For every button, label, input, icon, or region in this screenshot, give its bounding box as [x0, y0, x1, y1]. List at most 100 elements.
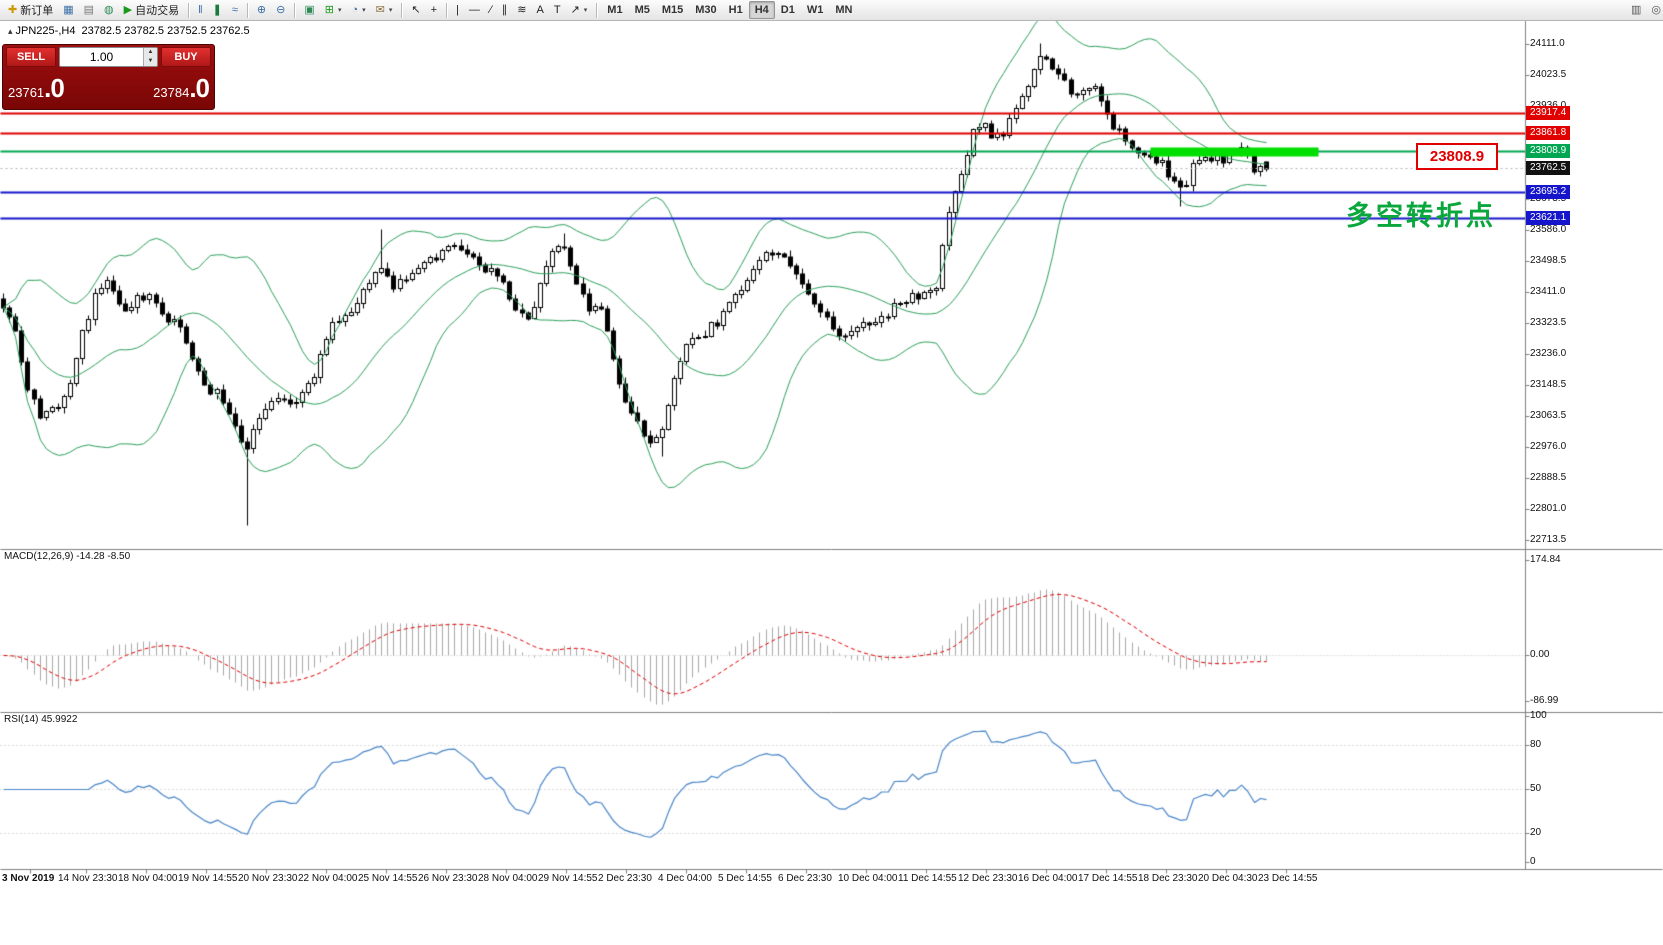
chart-area[interactable]: ▴ JPN225-,H4 23782.5 23782.5 23752.5 23762… — [0, 20, 1663, 945]
indicators-button[interactable]: ⊞ ▾ — [320, 1, 347, 19]
sell-price-big-digits: .0 — [44, 73, 65, 103]
timeframe-h1-button[interactable]: H1 — [723, 1, 749, 19]
candlestick-icon: ❚ — [212, 3, 222, 16]
time-axis-label: 12 Dec 23:30 — [958, 873, 1018, 884]
periods-button[interactable]: ◔ ▾ — [347, 1, 371, 19]
one-click-trade-panel: SELL ▲ ▼ BUY 23761.0 23784.0 — [2, 44, 215, 110]
tile-windows-button[interactable]: ▣ — [299, 1, 319, 19]
chart-canvas[interactable] — [0, 20, 1663, 945]
time-axis-label: 20 Nov 23:30 — [238, 873, 298, 884]
volume-down-icon[interactable]: ▼ — [144, 57, 157, 66]
channel-icon: ∥ — [501, 3, 508, 16]
timeframe-m1-button[interactable]: M1 — [601, 1, 628, 19]
time-axis-label: 29 Nov 14:55 — [538, 873, 598, 884]
autotrading-button[interactable]: ▶ 自动交易 — [119, 1, 184, 19]
buy-button[interactable]: BUY — [161, 47, 211, 67]
timeframe-m5-button[interactable]: M5 — [629, 1, 656, 19]
vertical-line-button[interactable]: | — [451, 1, 464, 19]
clock-icon: ◔ — [351, 3, 359, 16]
timeframe-m30-button[interactable]: M30 — [689, 1, 722, 19]
rsi-axis-label: 100 — [1530, 710, 1547, 721]
turning-point-annotation[interactable]: 多空转折点 — [1346, 201, 1496, 231]
time-axis-label: 25 Nov 14:55 — [358, 873, 418, 884]
timeframe-h4-button[interactable]: H4 — [748, 1, 775, 19]
cursor-button[interactable]: ↖ — [406, 1, 425, 19]
data-window-button[interactable]: ▥ — [1626, 1, 1646, 19]
time-axis-label: 19 Nov 14:55 — [178, 873, 238, 884]
toolbar-separator — [446, 2, 448, 18]
search-icon: ◎ — [1651, 3, 1661, 16]
crosshair-icon: + — [430, 3, 438, 16]
horizontal-line-icon: — — [468, 3, 480, 16]
zoom-out-icon: ⊖ — [276, 3, 286, 16]
chart-window-button[interactable]: ▦ — [58, 1, 78, 19]
price-axis-label: 23148.5 — [1530, 379, 1567, 391]
arrows-button[interactable]: ↗ ▾ — [566, 1, 593, 19]
toolbar-separator — [294, 2, 296, 18]
dropdown-caret-icon: ▾ — [362, 7, 366, 14]
sell-button[interactable]: SELL — [6, 47, 56, 67]
time-axis-label: 10 Dec 04:00 — [838, 873, 898, 884]
buy-price-big-digits: .0 — [189, 73, 210, 103]
toolbar-separator — [246, 2, 248, 18]
search-button[interactable]: ◎ — [1646, 1, 1663, 19]
trade-panel-toggle-icon[interactable]: ▴ — [8, 26, 13, 36]
fibonacci-icon: ≋ — [517, 3, 527, 16]
refresh-button[interactable]: ◍ — [99, 1, 119, 19]
chart-symbol-period: JPN225-,H4 — [15, 25, 76, 37]
price-axis-label: 22888.5 — [1530, 471, 1567, 483]
profiles-button[interactable]: ▤ — [79, 1, 99, 19]
bar-chart-button[interactable]: ‖ — [193, 1, 208, 19]
main-toolbar: ✚ 新订单 ▦ ▤ ◍ ▶ 自动交易 ‖ ❚ ≈ ⊕ ⊖ ▣ ⊞ ▾ ◔ ▾ ✉ ▾ ↖ + | — ∕ ∥ ≋ A T ↗ ▾ M1 M5 M… — [0, 0, 1663, 21]
buy-price[interactable]: 23784.0 — [153, 73, 210, 103]
macd-axis-label: -86.99 — [1530, 695, 1559, 706]
current-price-tag: 23762.5 — [1526, 160, 1571, 175]
trendline-button[interactable]: ∕ — [485, 1, 497, 19]
text-button[interactable]: A — [531, 1, 548, 19]
timeframe-m15-button[interactable]: M15 — [656, 1, 689, 19]
price-axis-label: 23236.0 — [1530, 348, 1567, 360]
candlestick-chart-button[interactable]: ❚ — [208, 1, 227, 19]
templates-button[interactable]: ✉ ▾ — [371, 1, 398, 19]
price-axis-label: 23063.5 — [1530, 409, 1567, 421]
price-line-tag: 23695.2 — [1526, 184, 1571, 199]
fibonacci-button[interactable]: ≋ — [512, 1, 531, 19]
channel-button[interactable]: ∥ — [497, 1, 513, 19]
time-axis-label: 22 Nov 04:00 — [298, 873, 358, 884]
new-order-button[interactable]: ✚ 新订单 — [3, 1, 58, 19]
price-axis-label: 23936.0 — [1530, 100, 1566, 111]
volume-spinner: ▲ ▼ — [143, 48, 157, 66]
sell-price[interactable]: 23761.0 — [8, 73, 65, 103]
macd-axis-label: 0.00 — [1530, 649, 1550, 660]
new-order-icon: ✚ — [8, 3, 18, 16]
timeframe-w1-button[interactable]: W1 — [801, 1, 830, 19]
price-box-annotation[interactable]: 23808.9 — [1416, 143, 1498, 170]
label-button[interactable]: T — [549, 1, 566, 19]
zoom-in-button[interactable]: ⊕ — [252, 1, 271, 19]
profiles-icon: ▤ — [83, 3, 95, 16]
time-axis-label: 3 Nov 2019 — [2, 873, 55, 884]
timeframe-d1-button[interactable]: D1 — [775, 1, 801, 19]
time-axis-label: 18 Dec 23:30 — [1138, 873, 1198, 884]
time-axis-label: 5 Dec 14:55 — [718, 873, 772, 884]
timeframe-mn-button[interactable]: MN — [829, 1, 858, 19]
price-axis-label: 24023.5 — [1530, 69, 1567, 81]
line-chart-icon: ≈ — [231, 3, 238, 16]
volume-input[interactable] — [60, 48, 143, 66]
sell-price-main: 23761 — [8, 85, 45, 100]
price-axis-label: 22801.0 — [1530, 502, 1567, 514]
price-axis-label: 23586.0 — [1530, 224, 1567, 236]
volume-up-icon[interactable]: ▲ — [144, 48, 157, 57]
templates-icon: ✉ — [375, 3, 385, 16]
new-order-button-label: 新订单 — [20, 5, 54, 17]
line-chart-button[interactable]: ≈ — [227, 1, 243, 19]
macd-axis-label: 174.84 — [1530, 554, 1561, 565]
horizontal-line-button[interactable]: — — [464, 1, 485, 19]
price-line-tag: 23621.1 — [1526, 211, 1571, 225]
refresh-icon: ◍ — [104, 3, 114, 16]
time-axis-label: 16 Dec 04:00 — [1018, 873, 1078, 884]
crosshair-button[interactable]: + — [426, 1, 442, 19]
zoom-out-button[interactable]: ⊖ — [271, 1, 290, 19]
volume-control: ▲ ▼ — [59, 47, 158, 67]
time-axis-label: 26 Nov 23:30 — [418, 873, 478, 884]
